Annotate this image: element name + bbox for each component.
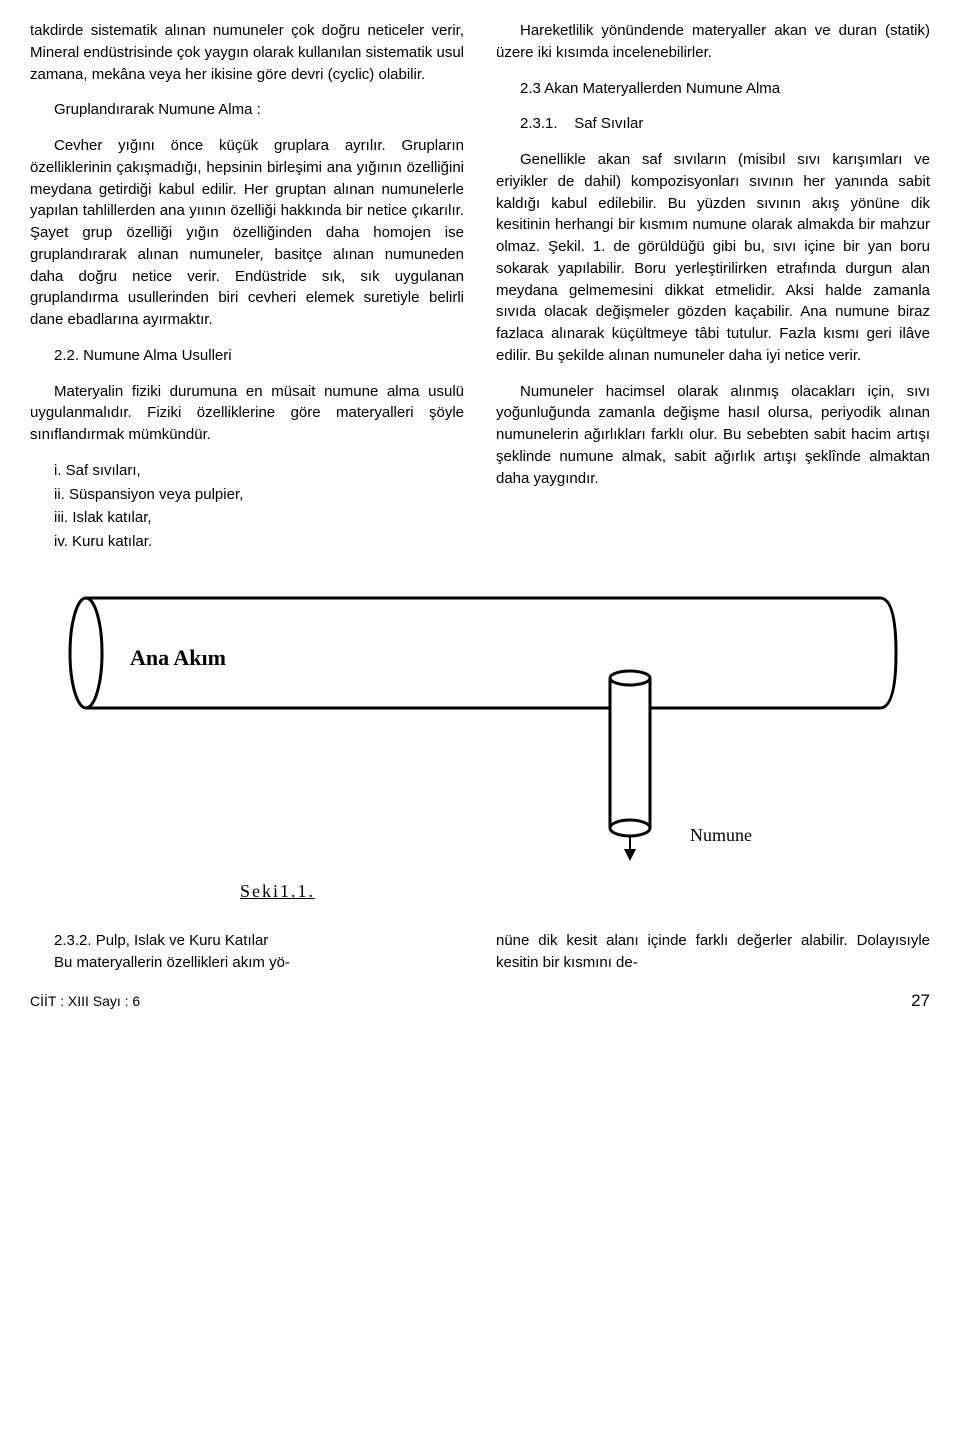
left-column: takdirde sistematik alınan numuneler çok… — [30, 20, 464, 563]
section-2-3-title: 2.3 Akan Materyallerden Numune Alma — [520, 78, 930, 100]
section-2-2-title: 2.2. Numune Alma Usulleri — [54, 345, 464, 367]
right-paragraph-3: Numuneler hacimsel olarak alınmış olacak… — [496, 381, 930, 490]
classification-list: i. Saf sıvıları, ii. Süspansiyon veya pu… — [54, 460, 464, 553]
figure-caption: Seki1.1. — [240, 881, 315, 902]
list-item-2: ii. Süspansiyon veya pulpier, — [54, 484, 464, 506]
left-paragraph-3: Materyalin fiziki durumuna en müsait num… — [30, 381, 464, 446]
pipe-diagram-svg: Ana Akım Numune — [50, 583, 910, 863]
left-paragraph-2: Cevher yığını önce küçük gruplara ayrılı… — [30, 135, 464, 331]
figure-label-sample: Numune — [690, 825, 752, 845]
section-2-3-1-label: Saf Sıvılar — [574, 115, 643, 132]
right-paragraph-1: Hareketlilik yönündende materyaller akan… — [496, 20, 930, 64]
journal-ref: CİİT : XIII Sayı : 6 — [30, 993, 140, 1009]
right-paragraph-2: Genellikle akan saf sıvıların (misibıl s… — [496, 149, 930, 367]
section-2-3-1-number: 2.3.1. — [520, 115, 558, 132]
figure-label-main: Ana Akım — [130, 645, 226, 670]
two-column-body: takdirde sistematik alınan numuneler çok… — [30, 20, 930, 563]
list-item-4: iv. Kuru katılar. — [54, 531, 464, 553]
section-2-3-1-title: 2.3.1. Saf Sıvılar — [520, 113, 930, 135]
bottom-left-column: 2.3.2. Pulp, Islak ve Kuru Katılar Bu ma… — [30, 930, 464, 974]
right-column: Hareketlilik yönündende materyaller akan… — [496, 20, 930, 563]
page-number: 27 — [911, 991, 930, 1011]
bottom-right-paragraph: nüne dik kesit alanı içinde farklı değer… — [496, 930, 930, 974]
bottom-left-paragraph: Bu materyallerin özellikleri akım yö- — [30, 952, 464, 974]
figure-1: Ana Akım Numune Seki1.1. — [30, 583, 930, 906]
section-2-3-2-title: 2.3.2. Pulp, Islak ve Kuru Katılar — [30, 930, 464, 952]
list-item-3: iii. Islak katılar, — [54, 507, 464, 529]
left-paragraph-1: takdirde sistematik alınan numuneler çok… — [30, 20, 464, 85]
left-group-title: Gruplandırarak Numune Alma : — [30, 99, 464, 121]
bottom-right-column: nüne dik kesit alanı içinde farklı değer… — [496, 930, 930, 974]
bottom-two-column: 2.3.2. Pulp, Islak ve Kuru Katılar Bu ma… — [30, 930, 930, 974]
page-footer: CİİT : XIII Sayı : 6 27 — [30, 991, 930, 1011]
list-item-1: i. Saf sıvıları, — [54, 460, 464, 482]
